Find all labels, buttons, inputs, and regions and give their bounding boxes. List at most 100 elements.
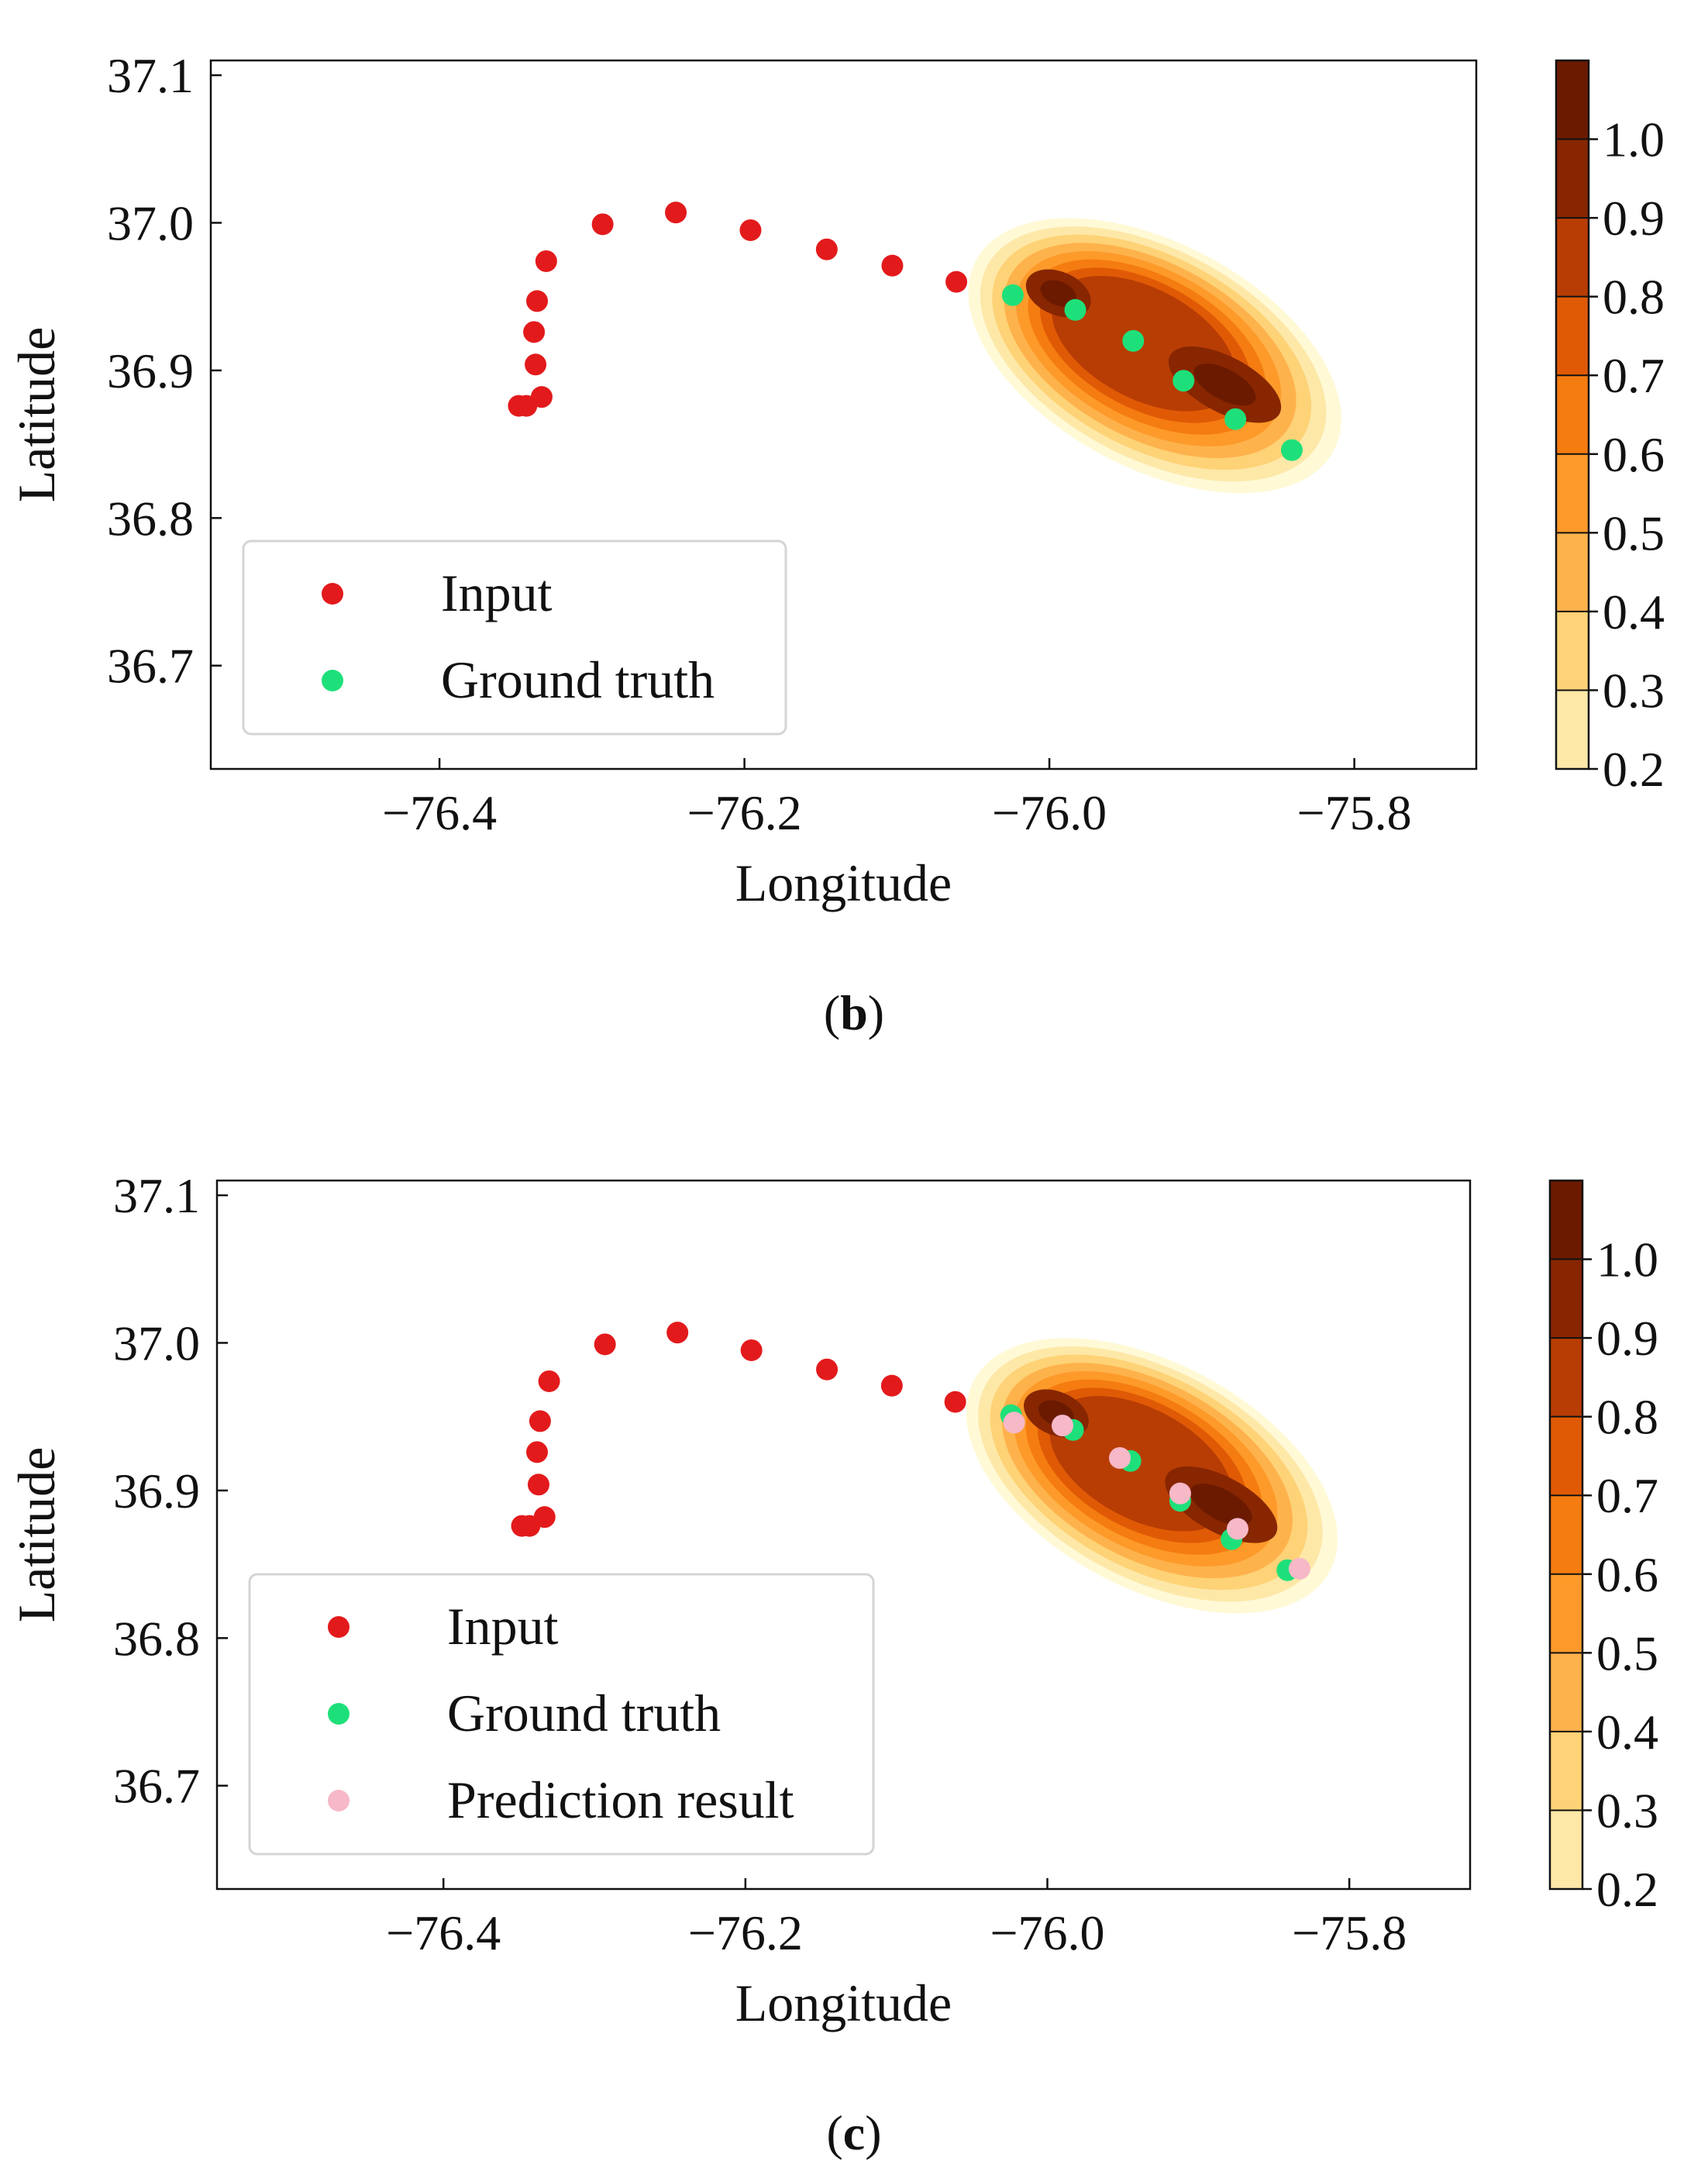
legend-label-1: Ground truth [447,1684,721,1742]
colorbar-band-8 [1556,60,1589,140]
point-input-3 [527,1474,549,1496]
legend-marker-0 [328,1616,350,1638]
y-tick-label-c-3: 37.0 [113,1315,200,1370]
y-tick-label-b-3: 37.0 [107,195,194,250]
colorbar-band-2 [1550,1653,1582,1732]
series-prediction-result-c [1003,1412,1310,1580]
point-input-6 [538,1370,560,1392]
legend-label-0: Input [441,564,553,622]
colorbar-b: 0.2 0.3 0.4 0.5 0.6 0.7 0.8 0.9 1.0 [1555,59,1665,797]
y-tick-label-c-4: 37.1 [113,1168,200,1223]
legend-c: Input Ground truth Prediction result [248,1573,875,1856]
point-input-8 [666,1322,689,1344]
point-input-4 [523,321,546,343]
density-peak-b-10 [1190,1484,1252,1526]
panel-b: −76.4 −76.2 −76.0 −75.8 36.7 36.8 36.9 37.0 37.1… [7,48,1665,912]
legend-marker-1 [328,1703,350,1725]
colorbar-tick-label-6: 0.8 [1596,1390,1658,1445]
point-input-5 [526,290,549,312]
colorbar-band-7 [1550,1259,1582,1339]
colorbar-band-4 [1556,375,1589,455]
point-ground-truth-5 [1280,439,1303,461]
x-tick-label-b-3: −75.8 [1297,785,1412,840]
colorbar-band-2 [1556,533,1589,612]
colorbar-band-8 [1550,1181,1582,1260]
legend-label-0: Input [447,1597,559,1656]
caption-c-letter: c [842,2105,866,2160]
colorbar-band-6 [1556,218,1589,298]
x-tick-label-c-1: −76.2 [688,1905,803,1960]
point-input-5 [529,1410,551,1432]
point-prediction-result-4 [1226,1518,1248,1540]
caption-c: (c) [826,2105,882,2160]
series-ground-truth-b [1001,284,1303,461]
point-input-10 [816,1358,839,1381]
y-tick-label-c-1: 36.8 [113,1611,200,1666]
point-prediction-result-2 [1109,1446,1131,1469]
colorbar-band-7 [1556,139,1589,219]
colorbar-band-3 [1550,1574,1582,1653]
series-input-b [508,202,968,417]
legend-marker-1 [322,670,343,691]
point-input-12 [944,1391,966,1413]
colorbar-tick-label-5: 0.7 [1603,348,1665,403]
point-input-6 [535,250,557,272]
y-tick-label-c-0: 36.7 [113,1759,200,1814]
colorbar-tick-label-3: 0.5 [1596,1625,1658,1680]
point-input-10 [815,238,838,260]
x-tick-label-b-1: −76.2 [687,785,802,840]
axes-frame-c [215,1179,1472,1891]
density-contours-c [966,1338,1338,1614]
point-ground-truth-4 [1224,408,1247,430]
colorbar-tick-label-4: 0.6 [1603,427,1665,482]
colorbar-band-6 [1550,1338,1582,1418]
colorbar-tick-label-1: 0.3 [1596,1783,1658,1838]
x-axis-label-b: Longitude [735,853,952,912]
colorbar-tick-label-8: 1.0 [1603,112,1665,167]
x-tick-label-c-2: −76.0 [990,1905,1104,1960]
colorbar-tick-label-0: 0.2 [1596,1862,1658,1917]
y-tick-label-b-1: 36.8 [107,491,194,546]
legend-label-2: Prediction result [447,1770,794,1829]
y-tick-label-c-2: 36.9 [113,1463,200,1518]
colorbar-tick-label-6: 0.8 [1603,270,1665,325]
point-input-8 [665,202,687,224]
point-prediction-result-1 [1051,1415,1073,1437]
x-tick-label-b-2: −76.0 [992,785,1107,840]
point-prediction-result-5 [1288,1557,1310,1580]
series-input-c [511,1322,966,1537]
point-ground-truth-0 [1001,284,1024,306]
x-tick-label-b-0: −76.4 [382,785,497,840]
colorbar-band-0 [1550,1810,1582,1890]
colorbar-tick-label-3: 0.5 [1603,505,1665,560]
point-input-9 [739,219,762,241]
colorbar-tick-label-7: 0.9 [1596,1311,1658,1366]
colorbar-tick-label-8: 1.0 [1596,1232,1658,1287]
colorbar-tick-label-4: 0.6 [1596,1547,1658,1602]
axes-frame-b [209,59,1478,770]
y-axis-label-c: Latitude [7,1447,66,1623]
colorbar-band-3 [1556,453,1589,533]
density-peak-a-10 [1040,280,1076,307]
point-input-2 [533,1506,556,1529]
colorbar-band-4 [1550,1495,1582,1575]
colorbar-tick-label-2: 0.4 [1596,1705,1658,1760]
colorbar-tick-label-0: 0.2 [1603,742,1665,797]
colorbar-band-1 [1550,1731,1582,1811]
x-tick-label-c-3: −75.8 [1292,1905,1407,1960]
caption-b-letter: b [840,985,868,1040]
density-peak-b-10 [1193,364,1256,406]
colorbar-tick-label-1: 0.3 [1603,663,1665,718]
point-input-11 [880,1374,903,1397]
colorbar-band-5 [1550,1416,1582,1496]
point-input-2 [530,386,553,408]
colorbar-c: 0.2 0.3 0.4 0.5 0.6 0.7 0.8 0.9 1.0 [1548,1179,1658,1917]
y-axis-label-b: Latitude [7,327,66,503]
colorbar-band-0 [1556,690,1589,770]
colorbar-tick-label-5: 0.7 [1596,1468,1658,1523]
colorbar-band-5 [1556,296,1589,376]
point-input-11 [881,254,904,277]
point-input-4 [526,1441,549,1463]
y-tick-label-b-2: 36.9 [107,343,194,398]
